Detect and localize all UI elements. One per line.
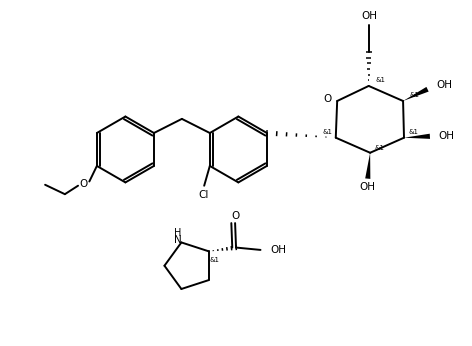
Text: OH: OH: [271, 245, 287, 255]
Text: O: O: [80, 179, 88, 189]
Text: &1: &1: [409, 92, 419, 98]
Text: H: H: [174, 228, 181, 238]
Text: &1: &1: [375, 145, 385, 151]
Polygon shape: [403, 87, 429, 101]
Text: O: O: [231, 211, 239, 220]
Polygon shape: [404, 134, 430, 139]
Text: OH: OH: [362, 11, 378, 21]
Text: Cl: Cl: [198, 190, 209, 200]
Text: O: O: [324, 94, 332, 104]
Text: &1: &1: [322, 129, 332, 135]
Text: OH: OH: [436, 81, 452, 90]
Text: OH: OH: [438, 131, 455, 141]
Text: OH: OH: [360, 182, 376, 192]
Text: N: N: [174, 235, 182, 245]
Polygon shape: [365, 153, 371, 179]
Text: &1: &1: [409, 129, 419, 135]
Text: &1: &1: [376, 77, 386, 83]
Text: &1: &1: [210, 257, 219, 263]
